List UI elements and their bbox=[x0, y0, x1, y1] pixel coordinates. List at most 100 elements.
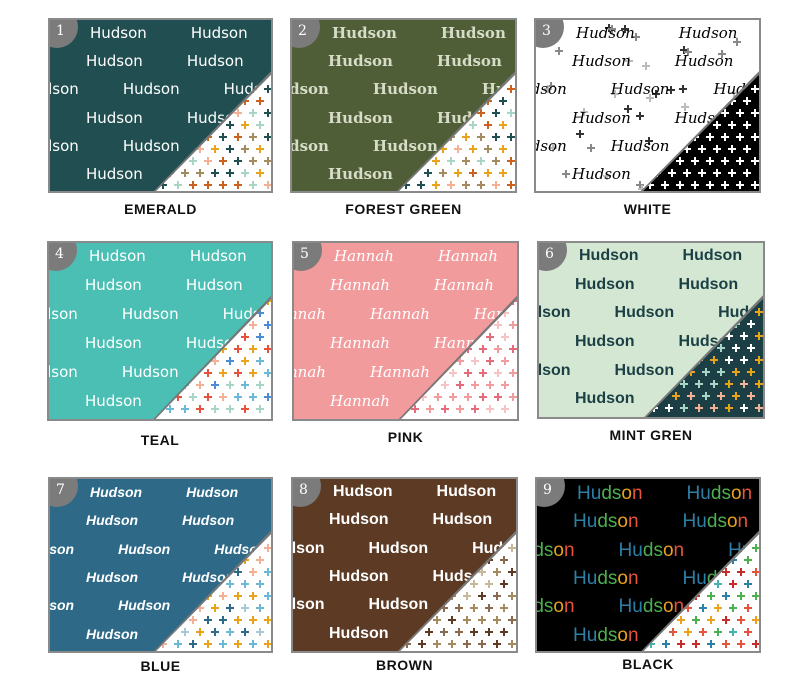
plus-icon bbox=[500, 555, 509, 564]
plus-icon bbox=[683, 603, 692, 612]
plus-icon bbox=[456, 405, 465, 413]
plus-icon bbox=[706, 132, 715, 141]
plus-icon bbox=[721, 615, 730, 624]
plus-icon bbox=[448, 639, 457, 648]
option-label: BROWN bbox=[376, 657, 433, 673]
plus-icon bbox=[713, 627, 722, 636]
plus-icon bbox=[210, 381, 219, 389]
name-text: Hudson bbox=[536, 136, 567, 155]
plus-icon bbox=[240, 333, 249, 341]
name-text: Hannah bbox=[369, 363, 430, 381]
plus-icon bbox=[754, 380, 763, 389]
name-text: Hudson bbox=[573, 568, 639, 589]
plus-icon bbox=[680, 45, 689, 54]
plus-icon bbox=[469, 168, 478, 177]
name-text: Hudson bbox=[579, 247, 639, 264]
plus-icon bbox=[189, 156, 198, 165]
plus-icon bbox=[471, 405, 480, 413]
plus-icon bbox=[499, 120, 508, 129]
plus-icon bbox=[678, 85, 687, 94]
option-tile-white[interactable]: HudsonHudsonHudsonHudsonHudsonHudsonHuds… bbox=[534, 18, 761, 193]
plus-icon bbox=[739, 380, 748, 389]
plus-icon bbox=[676, 639, 685, 648]
plus-icon bbox=[225, 357, 234, 365]
plus-icon bbox=[547, 81, 556, 90]
plus-icon bbox=[196, 627, 205, 636]
name-text: Hudson bbox=[85, 334, 142, 352]
plus-icon bbox=[713, 120, 722, 129]
plus-icon bbox=[646, 180, 655, 189]
name-text: Hudson bbox=[537, 596, 575, 618]
plus-icon bbox=[426, 405, 435, 413]
plus-icon bbox=[754, 308, 763, 317]
plus-icon bbox=[716, 368, 725, 377]
plus-icon bbox=[679, 404, 688, 413]
number-badge-text: 8 bbox=[299, 482, 308, 498]
plus-icon bbox=[478, 639, 487, 648]
plus-icon bbox=[493, 639, 502, 648]
name-text: Hudson bbox=[575, 390, 635, 408]
plus-icon bbox=[713, 144, 722, 153]
plus-icon bbox=[464, 369, 473, 377]
plus-icon bbox=[485, 603, 494, 612]
plus-icon bbox=[507, 180, 515, 189]
plus-icon bbox=[447, 180, 456, 189]
plus-icon bbox=[751, 639, 759, 648]
plus-icon bbox=[219, 639, 228, 648]
option-tile-pink[interactable]: HannahHannahHannahHannahHannahHannahHann… bbox=[292, 241, 519, 421]
option-tile-blue[interactable]: Hudson Hudson Hudson Hudson Hudson Hudson Huds… bbox=[48, 477, 273, 653]
plus-icon bbox=[432, 180, 441, 189]
plus-icon bbox=[264, 180, 271, 189]
option-tile-teal[interactable]: Hudson Hudson Hudson Hudson Hudson Hudson Huds… bbox=[47, 241, 273, 421]
plus-icon bbox=[432, 156, 441, 165]
option-tile-emerald[interactable]: Hudson Hudson Hudson Hudson Hudson Hudson Huds… bbox=[48, 18, 273, 193]
plus-icon bbox=[462, 180, 471, 189]
plus-icon bbox=[543, 84, 552, 93]
plus-icon bbox=[698, 603, 707, 612]
name-text: Hudson bbox=[86, 108, 143, 127]
plus-icon bbox=[484, 144, 493, 153]
option-tile-forest-green[interactable]: Hudson Hudson Hudson Hudson Hudson Hudson Huds… bbox=[290, 18, 517, 193]
plus-icon bbox=[731, 344, 740, 353]
plus-icon bbox=[471, 381, 480, 389]
plus-icon bbox=[739, 404, 748, 413]
plus-icon bbox=[608, 24, 617, 33]
plus-icon bbox=[195, 381, 204, 389]
plus-icon bbox=[728, 603, 737, 612]
option-tile-brown[interactable]: HudsonHudsonHudsonHudsonHudsonHudsonHuds… bbox=[291, 477, 518, 653]
option-tile-mint-gren[interactable]: HudsonHudsonHudsonHudsonHudsonHudsonHuds… bbox=[537, 241, 765, 419]
plus-icon bbox=[479, 393, 488, 401]
name-text: Hudson bbox=[50, 80, 79, 99]
plus-icon bbox=[499, 168, 508, 177]
plus-icon bbox=[751, 84, 759, 93]
plus-icon bbox=[736, 180, 745, 189]
plus-icon bbox=[494, 393, 503, 401]
option-label: FOREST GREEN bbox=[345, 201, 462, 217]
plus-icon bbox=[256, 120, 265, 129]
plus-icon bbox=[576, 129, 585, 138]
name-text: Hudson bbox=[290, 136, 329, 155]
option-label: BLACK bbox=[622, 656, 674, 672]
plus-icon bbox=[743, 603, 752, 612]
plus-icon bbox=[196, 168, 205, 177]
plus-icon bbox=[645, 94, 654, 103]
plus-icon bbox=[724, 356, 733, 365]
plus-icon bbox=[469, 144, 478, 153]
name-text: Hannah bbox=[334, 247, 394, 265]
plus-icon bbox=[419, 393, 428, 401]
name-text: Hudson bbox=[186, 484, 239, 500]
plus-icon bbox=[746, 344, 755, 353]
name-text: Hudson bbox=[293, 596, 325, 614]
name-text: Hudson bbox=[90, 24, 147, 42]
plus-icon bbox=[694, 380, 703, 389]
option-tile-black[interactable]: Hudson Hudson Hudson Hudson Hudson Hudson Huds… bbox=[535, 477, 761, 653]
number-badge-text: 2 bbox=[298, 23, 307, 39]
number-badge-text: 6 bbox=[545, 246, 554, 262]
name-text: Hudson bbox=[49, 597, 75, 614]
name-text: Hudson bbox=[190, 24, 248, 42]
